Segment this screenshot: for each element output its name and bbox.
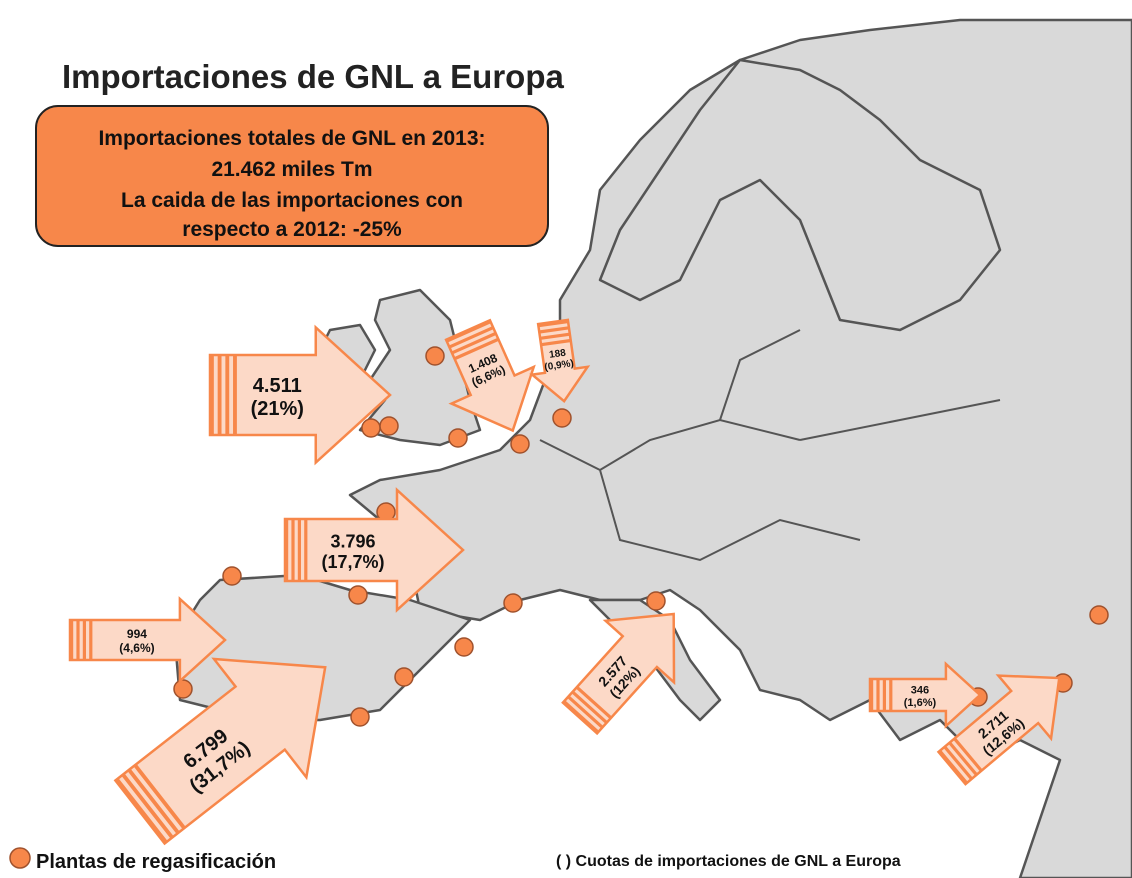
plant (348, 585, 368, 605)
flow-label: 346(1,6%) (904, 684, 937, 709)
arrow-stripe (948, 741, 978, 776)
arrow-stripe (304, 519, 308, 581)
plant (646, 591, 666, 611)
flow-arrow: 2.577(12%) (561, 612, 676, 736)
summary-line: respecto a 2012: -25% (182, 218, 402, 241)
flow-label: 4.511(21%) (251, 375, 304, 420)
legend-shares: ( ) Cuotas de importaciones de GNL a Eur… (556, 853, 901, 870)
arrow-shape (444, 318, 536, 433)
arrow-stripe (567, 695, 604, 729)
arrow-stripe (291, 519, 295, 581)
arrow-shape (113, 657, 327, 846)
arrow-stripe (562, 700, 600, 734)
arrow-stripe (76, 620, 80, 660)
arrow-stripe (571, 690, 608, 724)
plant (503, 593, 523, 613)
plant (552, 408, 572, 428)
arrow-stripe (127, 768, 180, 835)
arrow-stripe (953, 737, 983, 772)
plant (454, 637, 474, 657)
summary-line: 21.462 miles Tm (211, 158, 372, 181)
arrow-stripe (89, 620, 93, 660)
arrow-stripe (876, 679, 880, 711)
arrow-stripe (115, 778, 168, 844)
flow-arrow: 3.796(17,7%) (283, 487, 465, 613)
plant (361, 418, 381, 438)
plant (173, 679, 193, 699)
flow-arrow: 188(0,9%) (529, 318, 591, 404)
plant (425, 346, 445, 366)
arrow-stripe (285, 519, 289, 581)
plant (222, 566, 242, 586)
flow-share: (0,9%) (544, 358, 575, 373)
arrow-stripe (121, 773, 174, 839)
flow-label: 188(0,9%) (544, 348, 575, 374)
arrow-shape (868, 661, 982, 729)
arrow-stripe (133, 763, 186, 830)
flow-arrow: 4.511(21%) (208, 324, 392, 466)
flow-arrow: 1.408(6,6%) (444, 318, 536, 433)
plant (379, 416, 399, 436)
arrow-stripe (448, 326, 494, 349)
arrow-shape (283, 487, 465, 613)
arrow-stripe (943, 745, 973, 780)
plant (394, 667, 414, 687)
arrow-stripe (539, 326, 570, 334)
arrows: 4.511(21%) 1.408(6,6%) 188(0,9%) 3.796(17,7… (68, 318, 1061, 846)
summary: Importaciones totales de GNL en 2013: 21… (98, 127, 485, 241)
arrow-stripe (70, 620, 74, 660)
flow-label: 994(4,6%) (119, 627, 154, 655)
legend-plants: Plantas de regasificación (36, 851, 276, 873)
arrow-stripe (225, 355, 230, 435)
plants (173, 346, 1109, 727)
plant (350, 707, 370, 727)
flow-share: (17,7%) (321, 552, 384, 572)
flow-amount: 994 (127, 627, 147, 641)
summary-line: Importaciones totales de GNL en 2013: (98, 127, 485, 150)
plant (1089, 605, 1109, 625)
flow-share: (4,6%) (119, 641, 154, 655)
arrow-stripe (233, 355, 237, 435)
arrow-stripe (540, 338, 571, 347)
arrow-shape (68, 596, 227, 684)
arrow-stripe (446, 320, 492, 343)
arrow-stripe (297, 519, 301, 581)
flow-share: (1,6%) (904, 697, 937, 709)
title: Importaciones de GNL a Europa (62, 58, 564, 95)
arrow-stripe (882, 679, 886, 711)
arrow-stripe (82, 620, 86, 660)
flow-amount: 4.511 (253, 375, 302, 397)
flow-share: (21%) (251, 398, 304, 420)
arrow-stripe (889, 679, 893, 711)
arrow-shape (529, 318, 591, 404)
arrow-stripe (938, 749, 968, 785)
legend-dot (9, 847, 31, 869)
summary-line: La caida de las importaciones con (121, 189, 463, 212)
flow-arrow: 2.711(12,6%) (936, 674, 1061, 786)
arrow-stripe (451, 331, 497, 355)
arrow-stripe (575, 685, 613, 720)
plant (448, 428, 468, 448)
flow-amount: 3.796 (330, 531, 375, 551)
arrow-stripe (210, 355, 214, 435)
flow-arrow: 6.799(31,7%) (113, 657, 327, 846)
arrow-stripe (217, 355, 222, 435)
arrow-stripe (539, 332, 571, 340)
flow-amount: 188 (549, 348, 567, 361)
flow-amount: 346 (911, 684, 929, 696)
flow-arrow: 346(1,6%) (868, 661, 982, 729)
plant (510, 434, 530, 454)
arrow-stripe (538, 319, 569, 328)
flow-arrow: 994(4,6%) (68, 596, 227, 684)
flow-label: 3.796(17,7%) (321, 531, 384, 572)
arrow-stripe (453, 337, 500, 361)
arrow-stripe (870, 679, 874, 711)
summary-box (35, 105, 549, 247)
